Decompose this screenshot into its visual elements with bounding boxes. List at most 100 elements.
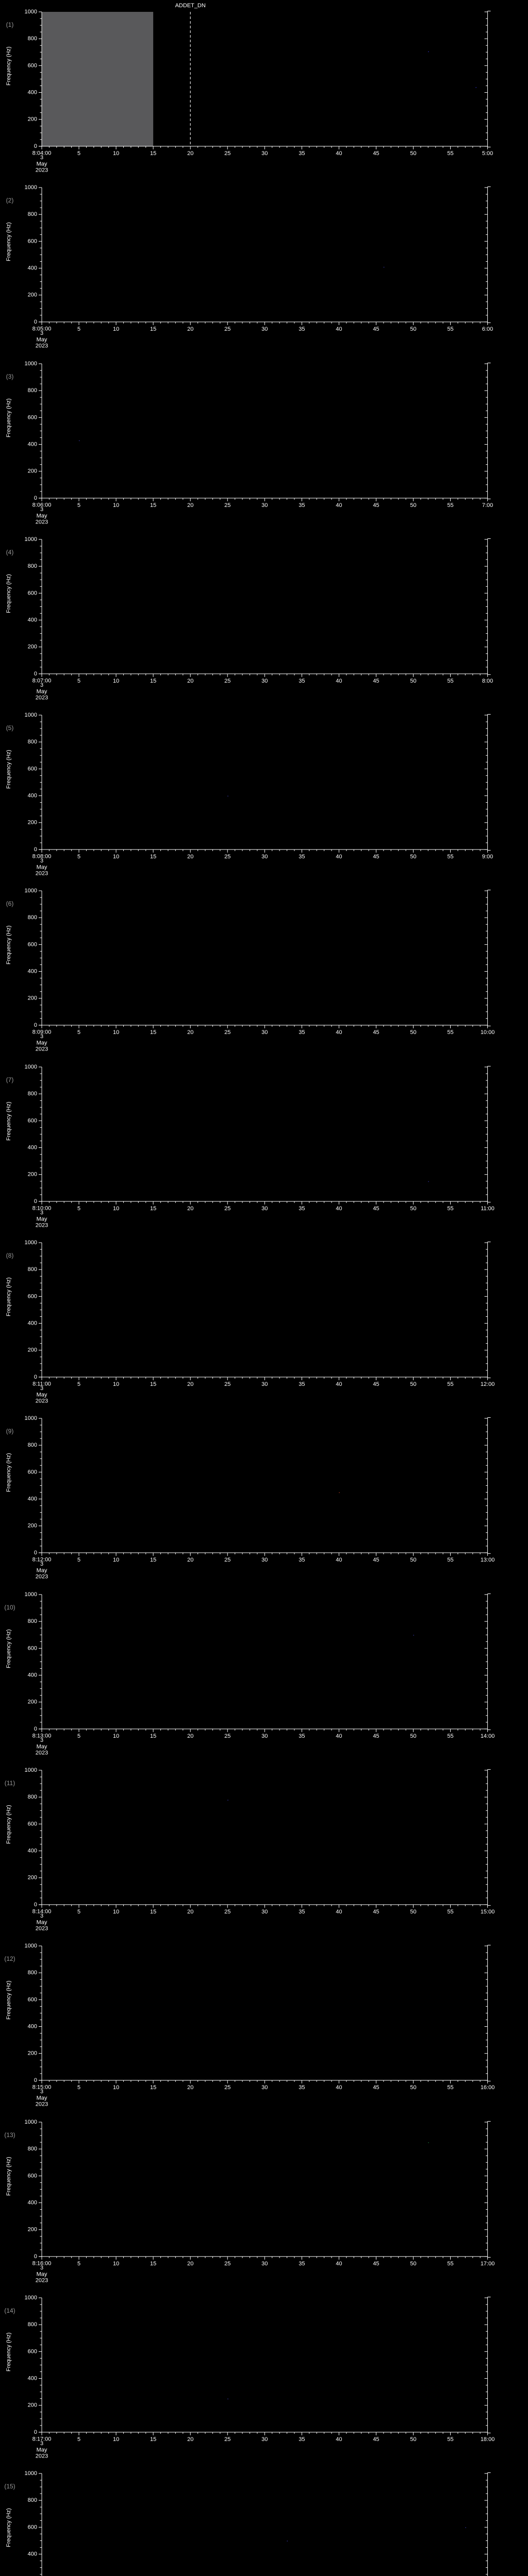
svg-text:0: 0: [34, 1022, 37, 1028]
svg-text:2023: 2023: [36, 1750, 48, 1756]
svg-text:30: 30: [261, 1029, 268, 1036]
svg-text:55: 55: [447, 678, 453, 684]
svg-text:0: 0: [34, 2429, 37, 2435]
svg-text:40: 40: [336, 1557, 342, 1563]
svg-text:400: 400: [28, 265, 37, 272]
svg-text:400: 400: [28, 2024, 37, 2030]
svg-text:May: May: [37, 1743, 47, 1750]
svg-text:200: 200: [28, 820, 37, 826]
svg-text:45: 45: [373, 1029, 379, 1036]
svg-text:25: 25: [224, 502, 230, 508]
svg-text:50: 50: [410, 678, 416, 684]
svg-text:600: 600: [28, 1645, 37, 1651]
svg-text:5: 5: [77, 150, 80, 157]
svg-text:50: 50: [410, 2260, 416, 2266]
svg-text:45: 45: [373, 854, 379, 860]
svg-text:45: 45: [373, 1381, 379, 1387]
svg-text:3: 3: [40, 1913, 43, 1919]
svg-text:5: 5: [77, 678, 80, 684]
svg-text:800: 800: [28, 1266, 37, 1273]
svg-text:30: 30: [261, 150, 268, 157]
svg-text:35: 35: [299, 1381, 305, 1387]
svg-text:May: May: [37, 513, 47, 519]
svg-text:10: 10: [113, 1909, 119, 1915]
svg-text:30: 30: [261, 1557, 268, 1563]
svg-text:30: 30: [261, 854, 268, 860]
svg-text:50: 50: [410, 1029, 416, 1036]
svg-text:25: 25: [224, 1909, 230, 1915]
svg-text:May: May: [37, 1216, 47, 1222]
svg-text:30: 30: [261, 1733, 268, 1739]
svg-text:200: 200: [28, 2402, 37, 2408]
svg-text:0: 0: [34, 1374, 37, 1380]
svg-text:50: 50: [410, 1206, 416, 1212]
svg-text:(12): (12): [4, 1955, 15, 1962]
svg-text:5: 5: [77, 1733, 80, 1739]
svg-text:20: 20: [187, 1557, 193, 1563]
svg-text:800: 800: [28, 387, 37, 394]
svg-text:0: 0: [34, 1902, 37, 1908]
svg-text:45: 45: [373, 1909, 379, 1915]
svg-text:1000: 1000: [25, 1767, 37, 1773]
svg-text:15: 15: [150, 2084, 156, 2091]
svg-text:25: 25: [224, 2436, 230, 2443]
svg-text:Frequency (Hz): Frequency (Hz): [6, 1805, 12, 1844]
svg-text:30: 30: [261, 1909, 268, 1915]
svg-text:30: 30: [261, 502, 268, 508]
svg-text:55: 55: [447, 854, 453, 860]
svg-text:35: 35: [299, 1909, 305, 1915]
svg-text:45: 45: [373, 150, 379, 157]
svg-text:3: 3: [40, 1385, 43, 1392]
svg-text:15: 15: [150, 1557, 156, 1563]
svg-text:25: 25: [224, 1733, 230, 1739]
svg-text:50: 50: [410, 854, 416, 860]
svg-text:15: 15: [150, 1381, 156, 1387]
svg-text:10: 10: [113, 1557, 119, 1563]
svg-text:600: 600: [28, 239, 37, 245]
svg-text:1000: 1000: [25, 2295, 37, 2301]
svg-text:10: 10: [113, 854, 119, 860]
svg-text:40: 40: [336, 1029, 342, 1036]
svg-text:2023: 2023: [36, 1046, 48, 1053]
svg-text:14:00: 14:00: [481, 1733, 495, 1739]
svg-text:5: 5: [77, 1206, 80, 1212]
svg-text:(2): (2): [6, 197, 14, 204]
svg-text:1000: 1000: [25, 536, 37, 543]
svg-text:600: 600: [28, 2173, 37, 2179]
svg-text:May: May: [37, 1919, 47, 1925]
svg-text:3: 3: [40, 1562, 43, 1568]
svg-text:40: 40: [336, 1381, 342, 1387]
svg-text:20: 20: [187, 854, 193, 860]
svg-text:7:00: 7:00: [482, 502, 493, 508]
svg-text:40: 40: [336, 678, 342, 684]
svg-text:5: 5: [77, 2260, 80, 2266]
svg-text:May: May: [37, 1568, 47, 1574]
svg-text:35: 35: [299, 678, 305, 684]
svg-text:(11): (11): [5, 1780, 15, 1787]
svg-text:10: 10: [113, 1733, 119, 1739]
svg-text:800: 800: [28, 1618, 37, 1624]
svg-text:9:00: 9:00: [482, 854, 493, 860]
svg-text:35: 35: [299, 1206, 305, 1212]
svg-text:2023: 2023: [36, 870, 48, 876]
svg-text:15: 15: [150, 150, 156, 157]
svg-text:55: 55: [447, 1909, 453, 1915]
svg-text:600: 600: [28, 1821, 37, 1827]
svg-text:45: 45: [373, 1206, 379, 1212]
svg-text:0: 0: [34, 1550, 37, 1556]
svg-text:55: 55: [447, 2084, 453, 2091]
svg-text:10: 10: [113, 1206, 119, 1212]
svg-text:35: 35: [299, 1557, 305, 1563]
svg-text:50: 50: [410, 1557, 416, 1563]
svg-text:600: 600: [28, 766, 37, 772]
svg-text:2023: 2023: [36, 1398, 48, 1404]
svg-text:5: 5: [77, 2084, 80, 2091]
svg-text:600: 600: [28, 942, 37, 948]
svg-text:Frequency (Hz): Frequency (Hz): [6, 398, 12, 437]
svg-text:15: 15: [150, 854, 156, 860]
svg-text:5: 5: [77, 1029, 80, 1036]
svg-text:40: 40: [336, 326, 342, 332]
svg-text:0: 0: [34, 143, 37, 149]
svg-text:ADDET_DN: ADDET_DN: [175, 3, 206, 9]
svg-text:(1): (1): [6, 21, 14, 28]
